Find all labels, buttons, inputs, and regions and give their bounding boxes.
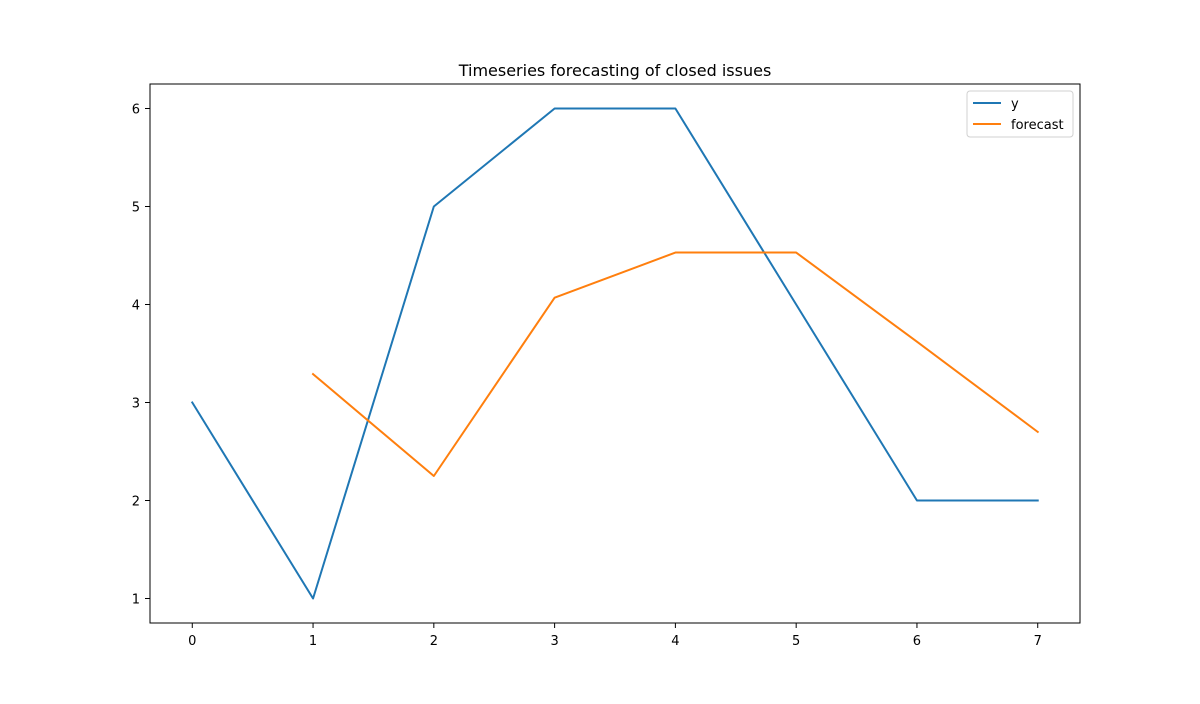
x-tick-label: 1 [309,634,317,649]
x-tick-label: 7 [1034,634,1042,649]
y-tick-label: 3 [132,397,140,412]
series-layer [190,107,1040,600]
axes-layer: 0 1 2 3 4 5 6 7 1 2 3 4 5 6 [132,83,1081,649]
x-tick-label: 0 [188,634,196,649]
y-tick-label: 1 [132,593,140,608]
legend-label-forecast: forecast [1011,118,1064,133]
series-line-y [190,107,1039,600]
y-tick-label: 4 [132,299,140,314]
legend-label-y: y [1011,97,1019,112]
chart-title: Timeseries forecasting of closed issues [458,61,772,80]
series-line-forecast [311,251,1040,477]
y-tick-label: 5 [132,201,140,216]
y-tick-label: 6 [132,103,140,118]
x-tick-label: 2 [430,634,438,649]
x-tick-label: 4 [671,634,679,649]
legend: y forecast [966,90,1074,138]
x-tick-label: 6 [913,634,921,649]
x-tick-label: 3 [550,634,558,649]
x-tick-label: 5 [792,634,800,649]
y-tick-label: 2 [132,495,140,510]
plot-frame [149,83,1081,624]
